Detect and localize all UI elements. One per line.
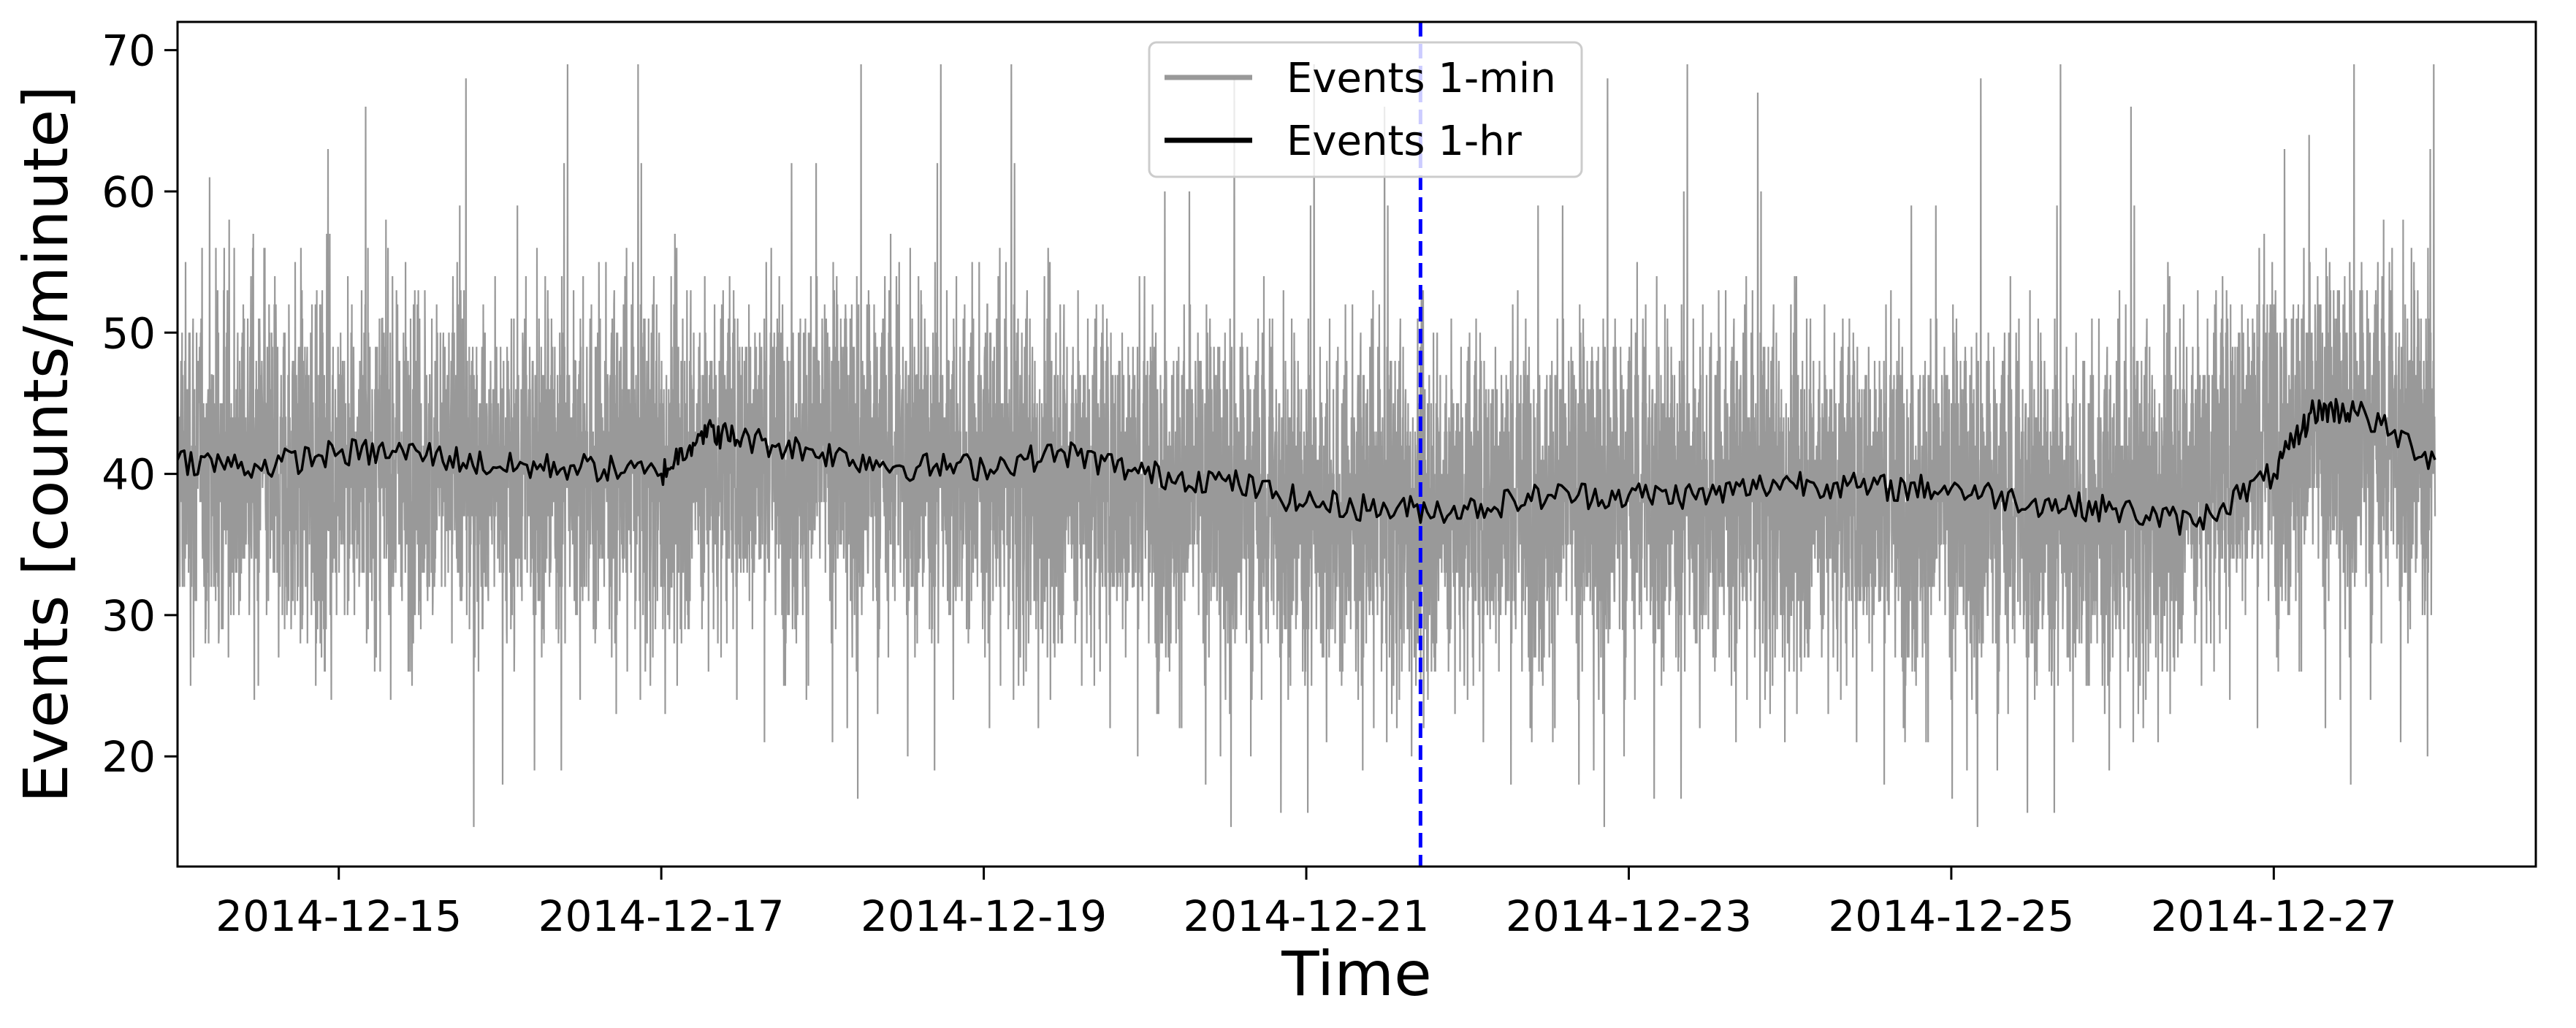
y-tick-label: 40 [102, 450, 156, 500]
x-tick-label: 2014-12-25 [1828, 891, 2074, 941]
y-tick-label: 20 [102, 732, 156, 782]
y-tick-label: 50 [102, 308, 156, 358]
x-axis-title: Time [1281, 938, 1432, 1010]
y-tick-label: 60 [102, 167, 156, 217]
x-tick-label: 2014-12-27 [2151, 891, 2397, 941]
y-tick-label: 70 [102, 26, 156, 76]
x-tick-label: 2014-12-17 [538, 891, 785, 941]
series-events-1-min [178, 64, 2436, 827]
y-axis-title: Events [counts/minute] [10, 85, 82, 803]
y-tick-label: 30 [102, 591, 156, 641]
x-tick-label: 2014-12-15 [216, 891, 462, 941]
legend-label-events-1-min: Events 1-min [1287, 55, 1556, 102]
x-tick-label: 2014-12-23 [1506, 891, 1752, 941]
x-tick-label: 2014-12-19 [861, 891, 1107, 941]
plot-frame [176, 20, 2537, 868]
legend: Events 1-min Events 1-hr [1148, 41, 1583, 178]
series-events-1-hr [178, 397, 2436, 536]
line-events-1-hr [178, 397, 2436, 536]
y-axis: 20 30 40 50 60 70 [102, 26, 178, 782]
legend-label-events-1-hr: Events 1-hr [1287, 118, 1523, 165]
x-tick-label: 2014-12-21 [1183, 891, 1429, 941]
line-events-1-min [178, 64, 2436, 827]
legend-box [1148, 41, 1583, 178]
x-axis: 2014-12-15 2014-12-17 2014-12-19 2014-12-21… [216, 867, 2397, 941]
